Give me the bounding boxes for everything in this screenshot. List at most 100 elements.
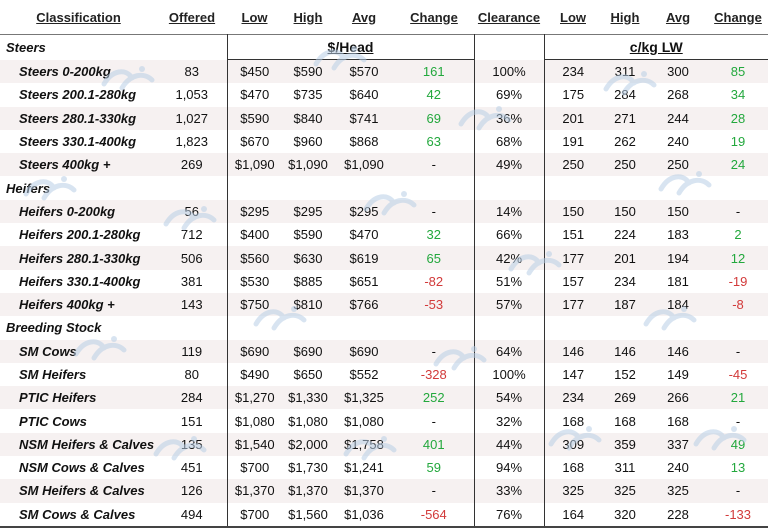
cell-avg: $766: [334, 292, 394, 317]
cell-kg-low: 157: [562, 273, 585, 289]
row-classification: Heifers 400kg +: [0, 292, 157, 317]
cell-avg: $651: [349, 273, 379, 289]
cell-kg-high: 311: [614, 460, 636, 476]
section-row-heifers: Heifers: [0, 176, 768, 200]
cell-kg-high: 150: [602, 199, 648, 224]
cell-kg-high: 262: [614, 134, 636, 150]
table-row: Heifers 0-200kg 56 $295 $295 $295-14% 150 150 1…: [0, 199, 768, 224]
table-row: Heifers 400kg +143 $750 $810 $766 -53 57% 177 1…: [0, 292, 768, 317]
cell-kg-high: 234: [614, 273, 636, 289]
cell-low: $470: [226, 83, 282, 107]
cell-kg-avg: 149: [667, 367, 689, 382]
cell-avg: $1,036: [344, 506, 384, 522]
cell-kg-avg: 325: [648, 479, 708, 503]
cell-kg-high: 320: [614, 506, 636, 522]
cell-kg-low: 250: [544, 153, 602, 177]
cell-offered: 56: [157, 199, 227, 224]
table-row: NSM Cows & Calves 451 $700 $1,730 $1,241 59 94…: [0, 456, 768, 480]
table-row: Heifers 200.1-280kg 712 $400 $590 $470 32 66% 1…: [0, 223, 768, 247]
table-body: Steers $/Head c/kg LW Steers 0-200kg 83 $4…: [0, 34, 768, 526]
header-kg-high: High: [610, 9, 640, 25]
cell-change: 69: [394, 106, 474, 130]
cell-high: $885: [293, 273, 323, 289]
cell-high: $1,330: [282, 386, 334, 410]
cell-avg: $552: [349, 367, 379, 382]
header-clearance: Clearance: [477, 9, 541, 25]
header-kg-low: Low: [560, 9, 586, 25]
cell-change: 32: [426, 227, 441, 243]
section-label-heifers: Heifers: [6, 180, 51, 196]
cell-kg-avg: 337: [648, 432, 708, 457]
cell-kg-change: -8: [708, 292, 768, 317]
cell-kg-high: 325: [602, 479, 648, 503]
table-row: SM Cows & Calves 494 $700 $1,560 $1,036 -564 7…: [0, 502, 768, 526]
cell-clearance: 64%: [473, 339, 545, 363]
cell-high: $810: [282, 292, 334, 317]
header-kg-avg: Avg: [665, 9, 691, 25]
cell-clearance: 33%: [473, 479, 545, 503]
cell-offered: 381: [180, 273, 203, 289]
cell-low: $700: [226, 456, 282, 480]
cell-low: $750: [226, 292, 282, 317]
cell-low: $400: [226, 223, 282, 247]
row-classification: Steers 200.1-280kg: [19, 87, 137, 103]
cell-offered: 284: [157, 386, 227, 410]
cell-kg-high: 187: [602, 292, 648, 317]
cell-kg-high: 168: [614, 413, 636, 429]
cell-kg-avg: 300: [648, 59, 708, 84]
cell-kg-low: 201: [544, 106, 602, 130]
cell-kg-high: 271: [602, 106, 648, 130]
cell-avg: $1,325: [334, 386, 394, 410]
cell-kg-avg: 250: [648, 153, 708, 177]
header-high: High: [293, 9, 323, 25]
cell-kg-high: 224: [614, 227, 636, 243]
cell-low: $670: [226, 129, 282, 154]
cell-clearance: 100%: [473, 362, 545, 387]
cell-avg: $295: [334, 199, 394, 224]
row-classification: SM Cows: [0, 339, 157, 363]
cell-kg-avg: 244: [648, 106, 708, 130]
cell-kg-low: 168: [562, 413, 585, 429]
cell-kg-change: 49: [708, 432, 768, 457]
cell-high: $1,370: [282, 479, 334, 503]
cell-clearance: 68%: [473, 129, 545, 154]
cell-offered: 451: [180, 460, 203, 476]
cell-kg-high: 152: [614, 367, 636, 382]
cell-offered: 83: [157, 59, 227, 84]
row-classification: Steers 0-200kg: [0, 59, 157, 84]
cell-change: -564: [420, 506, 447, 522]
cell-offered: 135: [157, 432, 227, 457]
cell-kg-low: 150: [544, 199, 602, 224]
table-row: PTIC Cows 151 $1,080 $1,080 $1,080 - 32% 168 168…: [0, 409, 768, 433]
row-classification: Steers 400kg +: [0, 153, 157, 177]
cell-avg: $1,758: [334, 432, 394, 457]
cell-kg-change: -: [708, 479, 768, 503]
cell-high: $960: [293, 134, 323, 150]
cell-kg-high: 284: [614, 87, 636, 103]
cell-kg-low: 151: [562, 227, 585, 243]
cell-offered: 269: [157, 153, 227, 177]
cell-offered: 712: [180, 227, 203, 243]
cell-low: $1,270: [226, 386, 282, 410]
cell-kg-low: 234: [544, 386, 602, 410]
table-row: Steers 280.1-330kg 1,027 $590 $840 $741 69 36%…: [0, 106, 768, 130]
cell-kg-change: 13: [730, 460, 746, 476]
cell-low: $1,540: [226, 432, 282, 457]
cell-kg-high: 201: [602, 246, 648, 270]
cell-clearance: 44%: [473, 432, 545, 457]
cell-offered: 151: [180, 413, 203, 429]
section-row-breeding: Breeding Stock: [0, 316, 768, 340]
cell-change: -: [394, 479, 474, 503]
cell-high: $295: [282, 199, 334, 224]
cell-change: 63: [426, 134, 441, 150]
cell-kg-change: -: [708, 199, 768, 224]
cell-change: -53: [394, 292, 474, 317]
cell-high: $735: [293, 87, 323, 103]
table-row: Steers 400kg +269 $1,090 $1,090 $1,090-49% 2…: [0, 153, 768, 177]
cell-high: $840: [282, 106, 334, 130]
cell-kg-avg: 150: [648, 199, 708, 224]
table-row: PTIC Heifers 284 $1,270 $1,330 $1,325 252 54% 2…: [0, 386, 768, 410]
unit-heading-cents-per-kg: c/kg LW: [544, 34, 768, 60]
header-classification: Classification: [36, 9, 121, 25]
table-row: SM Cows 119 $690 $690 $690-64% 146 146 146-: [0, 339, 768, 363]
